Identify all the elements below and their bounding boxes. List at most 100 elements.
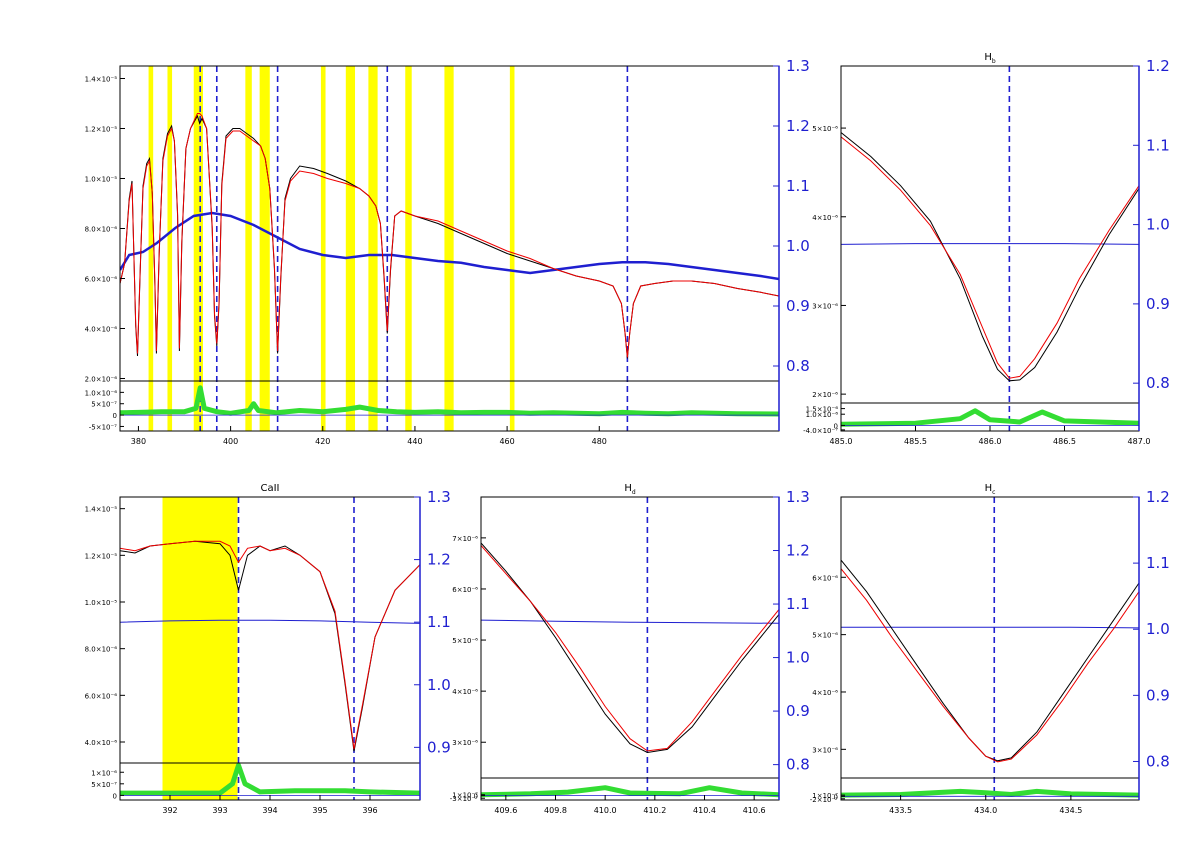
y-tick-label-full-0: 2.0×10⁻⁶ bbox=[85, 376, 118, 384]
panel-title-hb: Hb bbox=[984, 52, 996, 65]
y-tick-label-full-1: 4.0×10⁻⁶ bbox=[85, 326, 118, 334]
res-tick-label-full-1: 0 bbox=[113, 412, 117, 420]
x-tick-label-hb-2: 486.0 bbox=[979, 437, 1002, 446]
mask-band-full-4 bbox=[259, 66, 270, 431]
res-tick-label-hd-1: 0 bbox=[474, 793, 478, 801]
res-tick-label-hd-2: 1×10⁻⁷ bbox=[452, 792, 478, 800]
y-tick-label-hb-3: 5×10⁻⁶ bbox=[812, 125, 838, 133]
panel-title-hd: Hd bbox=[624, 483, 636, 496]
x-tick-label-full-5: 480 bbox=[592, 437, 607, 446]
r-tick-label-hg-0: 0.8 bbox=[1146, 752, 1170, 770]
r-tick-label-hd-4: 1.2 bbox=[786, 542, 810, 560]
residual-series-hb bbox=[841, 408, 1139, 427]
x-tick-label-hd-5: 410.6 bbox=[743, 806, 766, 815]
mask-band-full-10 bbox=[509, 66, 515, 431]
x-tick-label-hd-1: 409.8 bbox=[544, 806, 567, 815]
res-tick-label-hb-2: 1.0×10⁻⁶ bbox=[806, 411, 839, 419]
ratio-series-hd bbox=[481, 619, 779, 624]
res-tick-label-hg-2: 1×10⁻⁷ bbox=[812, 792, 838, 800]
r-tick-label-hd-0: 0.8 bbox=[786, 756, 810, 774]
y-tick-label-hg-0: 3×10⁻⁶ bbox=[812, 746, 838, 754]
res-tick-label-full-3: 1.0×10⁻⁶ bbox=[85, 389, 118, 397]
mask-band-full-8 bbox=[405, 66, 412, 431]
r-tick-label-full-3: 1.1 bbox=[786, 177, 810, 195]
r-tick-label-hg-1: 0.9 bbox=[1146, 686, 1170, 704]
y-tick-label-caii-3: 1.0×10⁻⁵ bbox=[85, 599, 118, 607]
y-tick-label-hb-2: 4×10⁻⁶ bbox=[812, 214, 838, 222]
x-tick-label-hb-1: 485.5 bbox=[904, 437, 927, 446]
r-tick-label-hg-3: 1.1 bbox=[1146, 554, 1170, 572]
y-tick-label-hd-4: 7×10⁻⁶ bbox=[452, 535, 478, 543]
ratio-series-hg bbox=[841, 626, 1139, 629]
r-tick-label-hd-2: 1.0 bbox=[786, 649, 810, 667]
ratio-series-caii bbox=[120, 619, 420, 624]
y-tick-label-hd-0: 3×10⁻⁶ bbox=[452, 739, 478, 747]
r-tick-label-hg-2: 1.0 bbox=[1146, 620, 1170, 638]
x-tick-label-full-1: 400 bbox=[223, 437, 238, 446]
y-tick-label-hd-1: 4×10⁻⁶ bbox=[452, 688, 478, 696]
x-tick-label-caii-0: 392 bbox=[162, 806, 177, 815]
r-tick-label-hd-5: 1.3 bbox=[786, 488, 810, 506]
y-tick-label-hd-3: 6×10⁻⁶ bbox=[452, 586, 478, 594]
x-tick-label-hb-4: 487.0 bbox=[1128, 437, 1151, 446]
x-tick-label-hd-2: 410.0 bbox=[594, 806, 617, 815]
panel-h-beta: 485.0 485.5 486.0 486.5 487.0 2×10⁻⁶ 3×10⁻⁶ 4×1… bbox=[803, 52, 1170, 446]
y-tick-label-full-4: 1.0×10⁻⁵ bbox=[85, 176, 118, 184]
x-tick-label-hg-1: 434.0 bbox=[974, 806, 997, 815]
r-tick-label-full-0: 0.8 bbox=[786, 357, 810, 375]
res-tick-label-full-0: -5×10⁻⁷ bbox=[89, 423, 117, 431]
y-tick-label-full-2: 6.0×10⁻⁶ bbox=[85, 276, 118, 284]
mask-band-full-7 bbox=[368, 66, 378, 431]
mask-band-full-1 bbox=[167, 66, 173, 431]
y-tick-label-caii-0: 4.0×10⁻⁶ bbox=[85, 739, 118, 747]
x-tick-label-full-2: 420 bbox=[315, 437, 330, 446]
r-tick-label-caii-0: 0.9 bbox=[427, 738, 451, 756]
x-tick-label-hg-2: 434.5 bbox=[1059, 806, 1082, 815]
panel-full-spectrum: 380 400 420 440 460 480 2.0×10⁻⁶ 4.0×10⁻⁶ 6.0×10… bbox=[85, 57, 810, 446]
panel-title-sub-hd: d bbox=[632, 489, 636, 496]
panel-caii: 392 393 394 395 396 4.0×10⁻⁶ 6.0×10⁻⁶ 8.0×10⁻⁶ 1… bbox=[85, 483, 451, 815]
x-tick-label-full-4: 460 bbox=[499, 437, 514, 446]
res-tick-label-hg-1: 0 bbox=[834, 793, 838, 801]
r-tick-label-caii-3: 1.2 bbox=[427, 551, 451, 569]
panel-title-caii: CaII bbox=[260, 483, 279, 494]
x-tick-label-hg-0: 433.5 bbox=[889, 806, 912, 815]
panel-h-delta: 409.6 409.8 410.0 410.2 410.4 410.6 3×10⁻⁶ 4×10… bbox=[450, 483, 810, 815]
x-tick-label-caii-2: 394 bbox=[262, 806, 277, 815]
res-tick-label-caii-0: 0 bbox=[113, 792, 117, 800]
y-tick-label-caii-1: 6.0×10⁻⁶ bbox=[85, 692, 118, 700]
x-tick-label-hb-3: 486.5 bbox=[1053, 437, 1076, 446]
r-tick-label-hg-4: 1.2 bbox=[1146, 488, 1170, 506]
residual-series-full bbox=[120, 385, 779, 417]
res-tick-label-caii-1: 5×10⁻⁷ bbox=[91, 781, 117, 789]
x-tick-label-full-0: 380 bbox=[131, 437, 146, 446]
panel-title-hg: Hc bbox=[985, 483, 996, 496]
mask-band-full-9 bbox=[444, 66, 454, 431]
y-tick-label-caii-4: 1.2×10⁻⁵ bbox=[85, 552, 118, 560]
model-series-hg bbox=[841, 568, 1139, 763]
panel-title-sub-hb: b bbox=[992, 58, 996, 65]
r-tick-label-caii-4: 1.3 bbox=[427, 488, 451, 506]
residual-series-caii bbox=[120, 762, 420, 796]
y-tick-label-hd-2: 5×10⁻⁶ bbox=[452, 637, 478, 645]
ratio-series-hb bbox=[841, 243, 1139, 245]
y-tick-label-hg-3: 6×10⁻⁶ bbox=[812, 574, 838, 582]
r-tick-label-hb-0: 0.8 bbox=[1146, 374, 1170, 392]
x-tick-label-hd-3: 410.2 bbox=[643, 806, 666, 815]
y-tick-label-full-5: 1.2×10⁻⁵ bbox=[85, 126, 118, 134]
y-tick-label-hg-2: 5×10⁻⁶ bbox=[812, 632, 838, 640]
model-series-hb bbox=[841, 136, 1139, 379]
mask-band-full-6 bbox=[345, 66, 356, 431]
mask-band-full-3 bbox=[245, 66, 252, 431]
x-tick-label-caii-4: 396 bbox=[362, 806, 377, 815]
y-tick-label-hg-1: 4×10⁻⁶ bbox=[812, 689, 838, 697]
mask-band-full-2 bbox=[193, 66, 203, 431]
mask-band-caii-0 bbox=[162, 497, 238, 800]
panel-title-sub-hg: c bbox=[992, 489, 995, 496]
x-tick-label-hd-4: 410.4 bbox=[693, 806, 716, 815]
residual-series-hd bbox=[481, 785, 779, 798]
res-tick-label-hd-0: -3×10⁻⁷ bbox=[450, 795, 478, 803]
panel-h-gamma: 433.5 434.0 434.5 3×10⁻⁶ 4×10⁻⁶ 5×10⁻⁶ 6×10⁻⁶ -… bbox=[810, 483, 1170, 815]
r-tick-label-hb-1: 0.9 bbox=[1146, 295, 1170, 313]
